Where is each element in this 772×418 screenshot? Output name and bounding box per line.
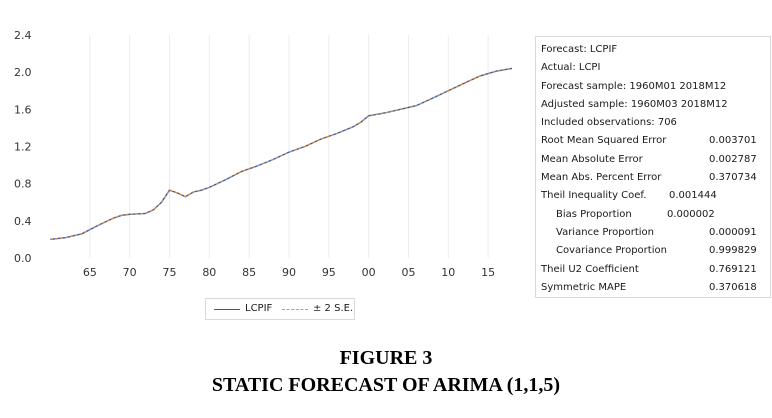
x-tick-label: 65 [83,266,97,279]
stat-row: Included observations: 706 [541,114,770,132]
legend-label: LCPIF [245,303,273,314]
stat-label: Forecast sample: 1960M01 2018M12 [541,80,727,92]
stat-value: 0.000091 [709,226,757,238]
stat-row: Theil U2 Coefficient 0.769121 [541,261,770,279]
stat-row: Theil Inequality Coef. 0.001444 [541,187,770,205]
y-tick-label: 0.0 [14,252,32,265]
stat-label: Root Mean Squared Error [541,135,667,147]
stat-value: 0.370734 [709,172,757,184]
stat-row: Forecast: LCPIF [541,41,770,59]
gridlines [89,35,489,258]
series-line-lcpif [49,67,513,241]
x-tick-label: 80 [202,266,216,279]
legend-label: ± 2 S.E. [313,303,354,314]
x-tick-label: 05 [401,266,415,279]
y-tick-label: 1.6 [14,103,32,116]
stat-label: Actual: LCPI [541,62,601,74]
y-axis-ticks: 0.0 0.4 0.8 1.2 1.6 2.0 2.4 [14,29,32,265]
stat-row: Forecast sample: 1960M01 2018M12 [541,78,770,96]
stat-row: Covariance Proportion 0.999829 [541,242,770,260]
stat-row: Variance Proportion 0.000091 [541,224,770,242]
x-tick-label: 75 [162,266,176,279]
line-chart: 0.0 0.4 0.8 1.2 1.6 2.0 2.4 65 70 75 80 85 90 95 00 05… [14,29,513,279]
stat-label: Included observations: 706 [541,117,677,129]
figure-title: STATIC FORECAST OF ARIMA (1,1,5) [211,374,561,396]
forecast-statistics-panel: Forecast: LCPIF Actual: LCPI Forecast sa… [535,36,771,298]
stat-row: Mean Abs. Percent Error 0.370734 [541,169,770,187]
stat-label: Adjusted sample: 1960M03 2018M12 [541,98,728,110]
x-tick-label: 00 [362,266,376,279]
x-tick-label: 10 [441,266,455,279]
stat-row: Bias Proportion 0.000002 [541,206,770,224]
series-line-2se [49,67,513,240]
legend-swatch-dashed [282,308,308,310]
x-axis-ticks: 65 70 75 80 85 90 95 00 05 10 15 [83,266,495,279]
stat-row: Actual: LCPI [541,59,770,77]
legend-item: ± 2 S.E. [282,302,353,316]
stat-row: Mean Absolute Error 0.002787 [541,151,770,169]
series-lines [49,67,513,241]
stat-label: Symmetric MAPE [541,281,627,293]
chart-legend: LCPIF ± 2 S.E. [205,298,355,320]
stat-row: Adjusted sample: 1960M03 2018M12 [541,96,770,114]
x-tick-label: 90 [282,266,296,279]
stat-value: 0.999829 [709,245,757,257]
stat-value: 0.003701 [709,135,757,147]
y-tick-label: 0.4 [14,215,32,228]
x-tick-label: 95 [322,266,336,279]
x-tick-label: 85 [242,266,256,279]
stat-value: 0.002787 [709,153,757,165]
stat-label: Mean Absolute Error [541,153,643,165]
stat-label: Bias Proportion [556,208,632,220]
y-tick-label: 2.4 [14,29,32,42]
legend-swatch-solid [214,308,240,310]
stat-row: Root Mean Squared Error 0.003701 [541,132,770,150]
figure-number: FIGURE 3 [339,347,433,369]
stat-row: Symmetric MAPE 0.370618 [541,279,770,297]
stat-value: 0.769121 [709,263,757,275]
stat-label: Variance Proportion [556,226,654,238]
stat-label: Theil U2 Coefficient [541,263,639,275]
stat-label: Mean Abs. Percent Error [541,172,662,184]
x-tick-label: 70 [123,266,137,279]
y-tick-label: 2.0 [14,66,32,79]
stat-label: Theil Inequality Coef. [541,190,647,202]
stat-value: 0.000002 [667,208,715,220]
stat-value: 0.370618 [709,281,757,293]
stat-label: Covariance Proportion [556,245,667,257]
y-tick-label: 1.2 [14,141,32,154]
legend-item: LCPIF [214,302,272,316]
x-tick-label: 15 [481,266,495,279]
stat-label: Forecast: LCPIF [541,44,618,55]
y-tick-label: 0.8 [14,178,32,191]
stat-value: 0.001444 [669,190,717,202]
